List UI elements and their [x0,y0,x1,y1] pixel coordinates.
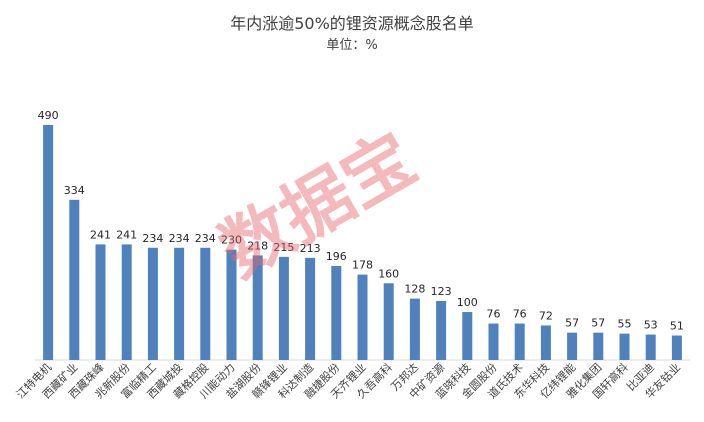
data-label-5: 234 [142,232,163,245]
data-label-9: 218 [247,239,268,252]
data-label-13: 178 [352,259,373,272]
bar-8 [226,249,237,360]
data-label-20: 72 [539,309,553,322]
bar-16 [436,301,447,360]
bar-18 [488,323,499,360]
data-label-2: 334 [64,184,85,197]
data-label-18: 76 [487,308,501,321]
bars-layer: 490江特电机334西藏矿业241西藏珠峰241兆新股份234富临精工234西藏… [13,109,684,401]
data-label-19: 76 [513,308,527,321]
bar-4 [121,244,132,360]
bar-19 [514,323,525,360]
data-label-3: 241 [90,228,111,241]
data-label-16: 123 [431,285,452,298]
bar-6 [174,247,185,360]
bar-24 [645,334,656,360]
bar-7 [200,247,211,360]
bar-3 [95,244,106,360]
bar-25 [671,335,682,360]
data-label-15: 128 [404,283,425,296]
bar-20 [540,325,551,360]
data-label-7: 234 [195,232,216,245]
data-label-11: 213 [300,242,321,255]
data-label-22: 57 [591,317,605,330]
bar-22 [593,332,604,360]
data-label-6: 234 [169,232,190,245]
bar-14 [383,283,394,360]
data-label-8: 230 [221,234,242,247]
bar-15 [409,298,420,360]
bar-23 [619,333,630,360]
data-label-23: 55 [618,318,632,331]
bar-5 [147,247,158,360]
data-label-10: 215 [273,241,294,254]
bar-2 [69,199,80,360]
bar-10 [278,256,289,360]
chart-subtitle: 单位：% [326,38,378,53]
bar-11 [305,257,316,360]
data-label-1: 490 [38,109,59,122]
data-label-14: 160 [378,267,399,280]
chart-title: 年内涨逾50%的锂资源概念股名单 [230,14,474,33]
data-label-24: 53 [644,319,658,332]
bar-17 [462,312,473,360]
data-label-17: 100 [457,296,478,309]
bar-12 [331,266,342,360]
data-label-4: 241 [116,228,137,241]
data-label-12: 196 [326,250,347,263]
data-label-25: 51 [670,320,684,333]
bar-13 [357,274,368,360]
bar-9 [252,255,263,360]
bar-1 [43,125,54,360]
data-label-21: 57 [565,317,579,330]
bar-21 [567,332,578,360]
